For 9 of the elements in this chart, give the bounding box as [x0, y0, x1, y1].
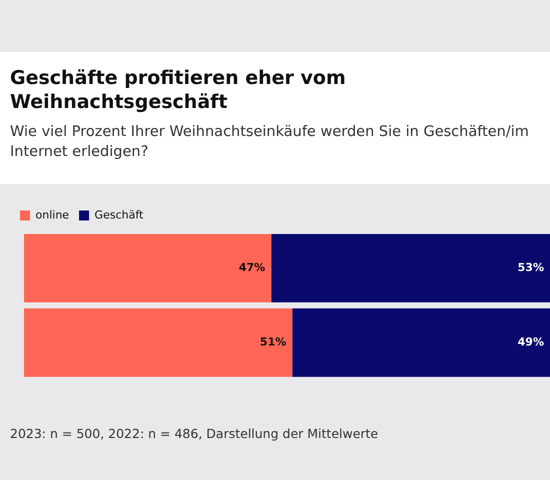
legend-label: Geschäft	[94, 208, 144, 222]
legend-label: online	[36, 208, 70, 222]
chart-subtitle: Wie viel Prozent Ihrer Weihnachtseinkäufe werden Sie in Geschäften/im Internet erledigen?	[10, 123, 530, 162]
data-label: 53%	[518, 261, 544, 274]
data-label: 49%	[518, 335, 544, 348]
text: 2023: n = 500, 2022: n = 486, Darstellung der Mittelwerte	[10, 426, 378, 441]
data-label: 51%	[260, 335, 286, 348]
chart-title: Geschäfte profitieren eher vom Weihnachtsgeschäft	[10, 66, 347, 114]
data-label: 47%	[238, 261, 266, 274]
